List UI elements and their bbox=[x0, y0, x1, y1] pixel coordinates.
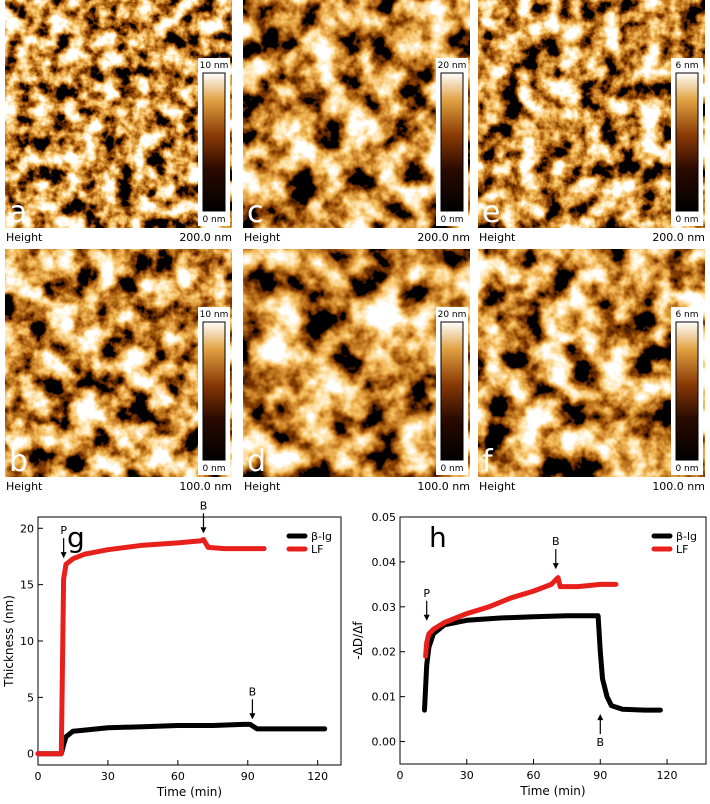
channel-label: Height bbox=[244, 231, 281, 244]
data-line bbox=[422, 613, 663, 713]
panel-letter: e bbox=[482, 195, 500, 230]
colorbar bbox=[202, 321, 226, 461]
panel-letter: c bbox=[247, 195, 264, 230]
afm-image bbox=[243, 0, 470, 228]
colorbar-min: 0 nm bbox=[440, 464, 463, 474]
y-tick-label: 0 bbox=[27, 748, 34, 761]
channel-label: Height bbox=[479, 231, 516, 244]
y-tick-label: 0.04 bbox=[372, 556, 397, 569]
y-axis-label: -ΔD/Δf bbox=[351, 621, 365, 660]
scale-label: 200.0 nm bbox=[417, 231, 470, 244]
x-axis-label: Time (min) bbox=[519, 784, 585, 798]
afm-image bbox=[243, 249, 470, 477]
channel-label: Height bbox=[244, 480, 281, 493]
colorbar-max: 10 nm bbox=[200, 310, 229, 320]
afm-image bbox=[5, 0, 232, 228]
channel-label: Height bbox=[6, 231, 43, 244]
arrow-head bbox=[60, 552, 67, 559]
colorbar-min: 0 nm bbox=[675, 215, 698, 225]
y-tick-label: 0.03 bbox=[372, 601, 397, 614]
y-tick-label: 0.00 bbox=[372, 736, 397, 749]
scale-label: 200.0 nm bbox=[179, 231, 232, 244]
x-axis-label: Time (min) bbox=[156, 785, 222, 799]
arrow-head bbox=[423, 614, 430, 621]
y-axis-label: Thickness (nm) bbox=[2, 595, 16, 688]
colorbar-max: 10 nm bbox=[200, 61, 229, 71]
panel-letter: b bbox=[9, 444, 28, 479]
colorbar bbox=[675, 72, 699, 212]
panel-letter: f bbox=[482, 444, 494, 479]
panel-letter: g bbox=[67, 521, 85, 554]
y-tick-label: 0.01 bbox=[372, 691, 397, 704]
x-tick-label: 30 bbox=[101, 770, 115, 783]
x-tick-label: 120 bbox=[657, 769, 678, 782]
x-tick-label: 60 bbox=[527, 769, 541, 782]
colorbar-min: 0 nm bbox=[202, 215, 225, 225]
x-tick-label: 90 bbox=[241, 770, 255, 783]
scale-label: 200.0 nm bbox=[652, 231, 705, 244]
channel-label: Height bbox=[479, 480, 516, 493]
colorbar-max: 20 nm bbox=[438, 310, 467, 320]
arrow-head bbox=[200, 527, 207, 534]
colorbar-max: 20 nm bbox=[438, 61, 467, 71]
annotation: B bbox=[200, 499, 208, 512]
colorbar bbox=[675, 321, 699, 461]
y-tick-label: 0.05 bbox=[372, 511, 397, 524]
annotation: B bbox=[249, 685, 257, 698]
x-tick-label: 30 bbox=[460, 769, 474, 782]
legend-label: LF bbox=[311, 543, 323, 556]
legend-label: β-lg bbox=[311, 530, 332, 543]
annotation: P bbox=[60, 524, 67, 537]
x-tick-label: 90 bbox=[593, 769, 607, 782]
x-tick-label: 0 bbox=[397, 769, 404, 782]
arrow-head bbox=[249, 713, 256, 720]
y-tick-label: 0.02 bbox=[372, 646, 397, 659]
colorbar bbox=[440, 321, 464, 461]
annotation: P bbox=[423, 587, 430, 600]
x-tick-label: 60 bbox=[171, 770, 185, 783]
data-line bbox=[423, 575, 619, 659]
colorbar bbox=[202, 72, 226, 212]
arrow-head bbox=[597, 714, 604, 721]
colorbar bbox=[440, 72, 464, 212]
data-line bbox=[35, 537, 267, 757]
y-tick-label: 5 bbox=[27, 691, 34, 704]
colorbar-max: 6 nm bbox=[675, 310, 698, 320]
annotation: B bbox=[597, 736, 605, 749]
afm-image bbox=[478, 0, 705, 228]
scale-label: 100.0 nm bbox=[179, 480, 232, 493]
y-tick-label: 15 bbox=[20, 579, 34, 592]
panel-letter: a bbox=[9, 195, 27, 230]
scale-label: 100.0 nm bbox=[417, 480, 470, 493]
colorbar-min: 0 nm bbox=[675, 464, 698, 474]
panel-letter: h bbox=[429, 521, 447, 554]
x-tick-label: 0 bbox=[35, 770, 42, 783]
colorbar-min: 0 nm bbox=[202, 464, 225, 474]
afm-image bbox=[5, 249, 232, 477]
data-line bbox=[35, 721, 328, 757]
colorbar-max: 6 nm bbox=[675, 61, 698, 71]
y-tick-label: 20 bbox=[20, 522, 34, 535]
annotation: B bbox=[552, 535, 560, 548]
y-tick-label: 10 bbox=[20, 635, 34, 648]
colorbar-min: 0 nm bbox=[440, 215, 463, 225]
legend-label: β-lg bbox=[676, 530, 697, 543]
plot-frame bbox=[399, 516, 707, 765]
afm-image bbox=[478, 249, 705, 477]
scale-label: 100.0 nm bbox=[652, 480, 705, 493]
x-tick-label: 120 bbox=[307, 770, 328, 783]
panel-letter: d bbox=[247, 444, 266, 479]
arrow-head bbox=[552, 563, 559, 570]
legend-label: LF bbox=[676, 543, 688, 556]
channel-label: Height bbox=[6, 480, 43, 493]
